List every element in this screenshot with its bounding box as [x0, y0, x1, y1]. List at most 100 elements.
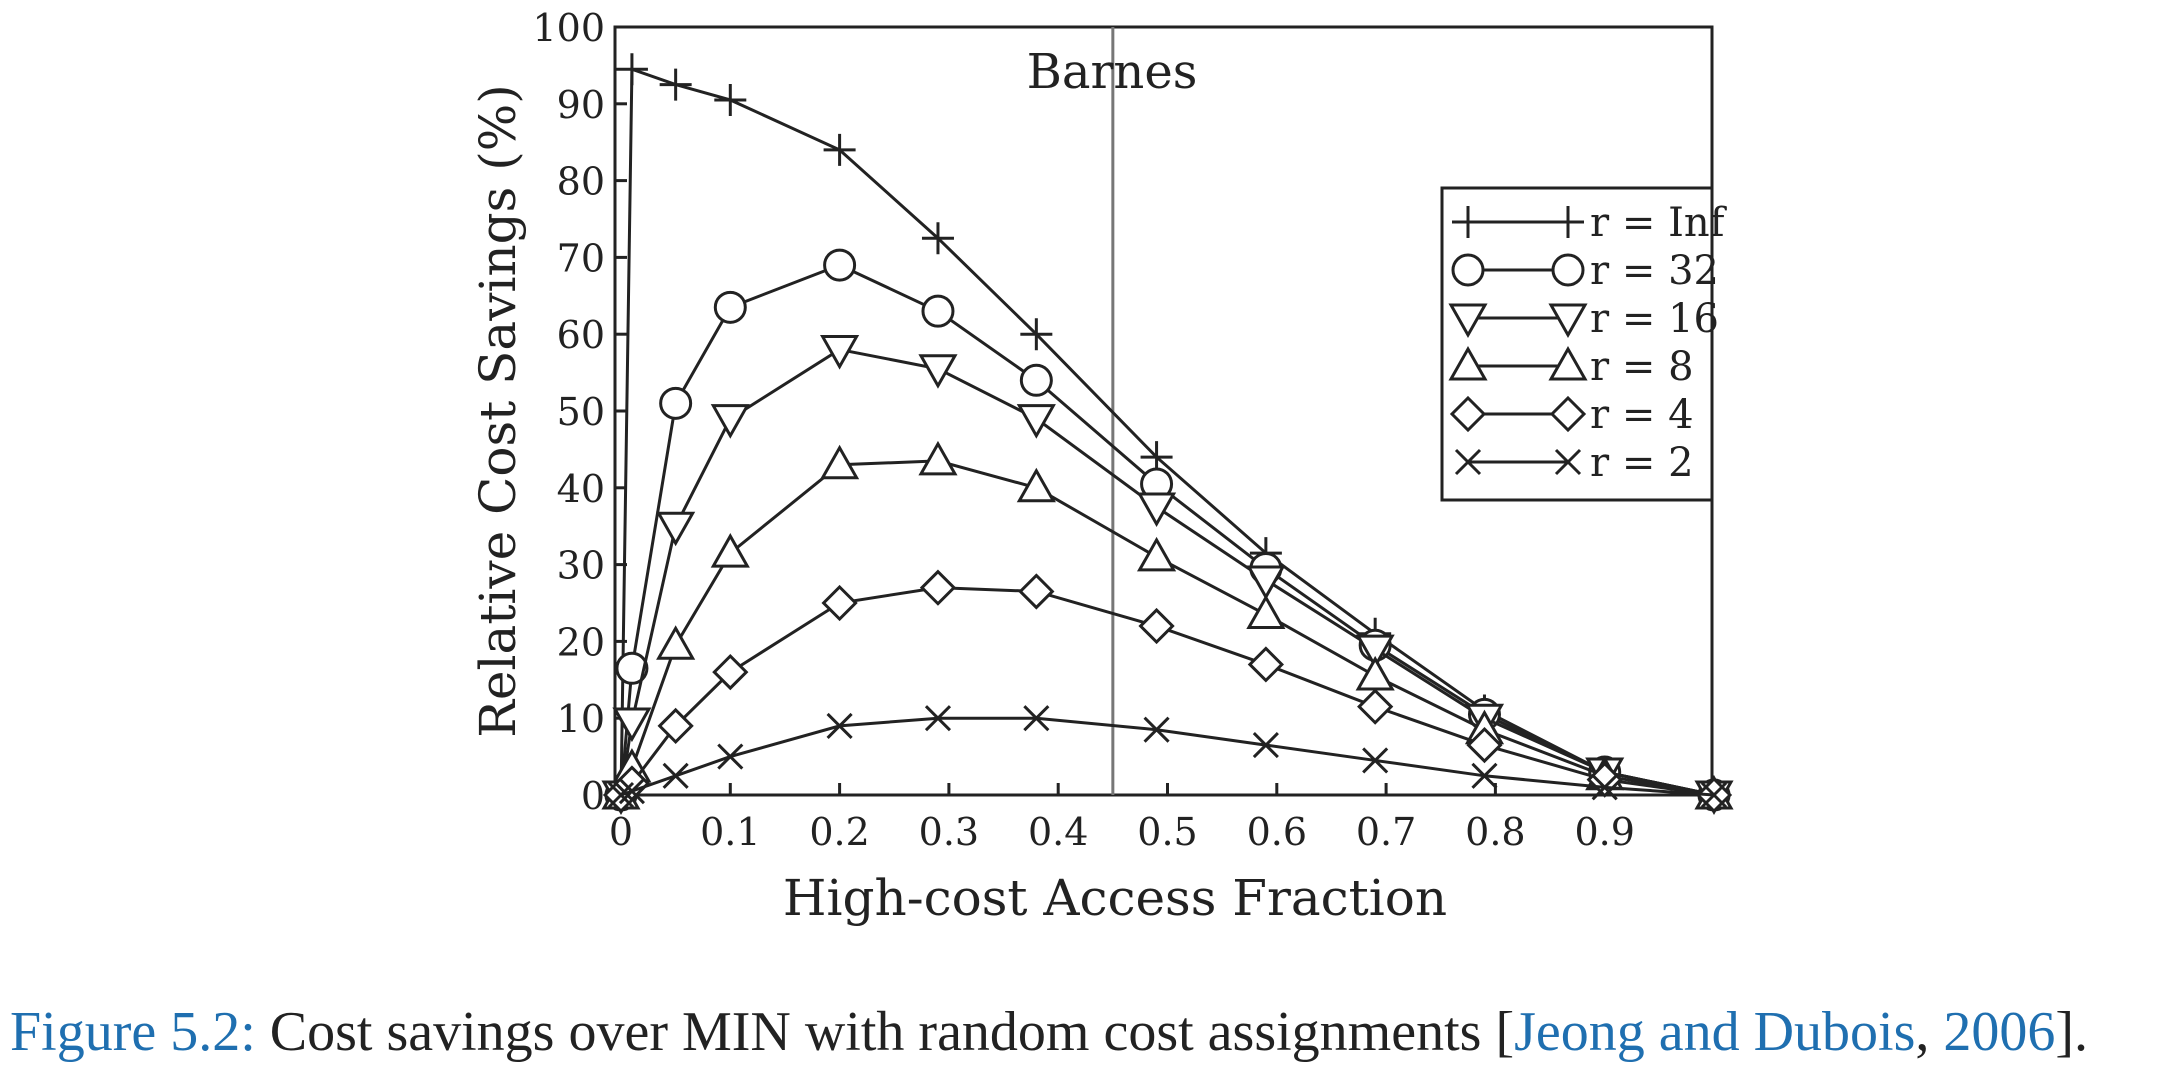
- x-axis-label: High-cost Access Fraction: [783, 869, 1447, 927]
- legend-marker: [1548, 345, 1588, 381]
- y-axis-label: Relative Cost Savings (%): [469, 84, 527, 737]
- caption-citation[interactable]: Jeong and Dubois: [1514, 1001, 1916, 1063]
- caption-end: ].: [2055, 1001, 2089, 1063]
- data-point: [1016, 404, 1056, 439]
- data-point: [921, 294, 955, 328]
- series-diamond: [602, 569, 1733, 814]
- data-point: [826, 712, 853, 739]
- data-point: [921, 222, 954, 255]
- data-point: [1246, 565, 1286, 601]
- data-point: [924, 705, 952, 732]
- legend-marker: [1554, 448, 1582, 476]
- caption-separator: ,: [1915, 1001, 1944, 1063]
- data-point: [710, 404, 750, 439]
- data-point: [659, 386, 693, 420]
- y-tick-label: 10: [557, 697, 605, 741]
- series-layer: [601, 53, 1734, 816]
- data-point: [615, 53, 648, 86]
- data-point: [1252, 732, 1279, 759]
- legend-marker: [1552, 206, 1584, 238]
- legend-marker: [1548, 303, 1588, 339]
- series-cross: [607, 705, 1728, 809]
- legend-label: r = 2: [1590, 440, 1694, 486]
- y-tick-label: 20: [557, 620, 605, 664]
- data-point: [1355, 655, 1395, 691]
- y-tick-label: 70: [557, 236, 605, 280]
- chart-title: Barnes: [1027, 44, 1198, 100]
- data-point: [823, 248, 857, 282]
- legend-label: r = Inf: [1590, 200, 1728, 246]
- x-tick-label: 0.3: [919, 810, 979, 854]
- legend-label: r = 8: [1590, 344, 1694, 390]
- legend-marker: [1451, 253, 1485, 287]
- data-point: [1591, 774, 1618, 801]
- data-point: [657, 707, 694, 745]
- data-point: [1247, 646, 1284, 683]
- data-point: [656, 511, 696, 547]
- x-tick-label: 0.8: [1465, 810, 1525, 854]
- data-point: [656, 625, 696, 660]
- data-point: [717, 743, 744, 770]
- x-tick-label: 0.6: [1247, 810, 1307, 854]
- legend-marker: [1452, 206, 1484, 238]
- data-point: [1016, 467, 1056, 503]
- y-tick-label: 80: [557, 160, 605, 204]
- data-point: [823, 133, 856, 166]
- data-point: [618, 778, 645, 805]
- data-point: [919, 569, 957, 606]
- legend-entry: r = 2: [1454, 440, 1694, 486]
- x-tick-label: 0.5: [1137, 810, 1197, 854]
- data-point: [659, 68, 692, 101]
- x-tick-label: 0.2: [809, 810, 869, 854]
- legend-entry: r = Inf: [1452, 200, 1728, 246]
- legend-entry: r = 8: [1448, 344, 1694, 390]
- data-point: [714, 83, 747, 116]
- data-point: [1466, 726, 1503, 764]
- data-point: [1020, 318, 1053, 351]
- data-point: [918, 440, 958, 476]
- data-point: [1018, 573, 1055, 610]
- data-point: [1019, 363, 1053, 397]
- data-point: [1136, 492, 1177, 528]
- legend-marker: [1549, 395, 1587, 433]
- data-point: [1138, 607, 1175, 645]
- data-point: [615, 651, 649, 685]
- caption-year[interactable]: 2006: [1943, 1001, 2056, 1063]
- data-point: [820, 444, 860, 480]
- legend-entry: r = 16: [1448, 296, 1719, 342]
- y-tick-label: 60: [557, 313, 605, 357]
- legend-marker: [1551, 253, 1585, 287]
- x-tick-label: 0.9: [1574, 810, 1634, 854]
- data-point: [1143, 716, 1170, 743]
- legend-label: r = 4: [1590, 392, 1694, 438]
- data-point: [712, 653, 749, 691]
- x-tick-label: 0.7: [1356, 810, 1416, 854]
- y-tick-label: 50: [557, 390, 605, 434]
- data-point: [1700, 781, 1728, 809]
- legend-entry: r = 4: [1449, 392, 1694, 438]
- y-tick-label: 100: [532, 6, 605, 50]
- data-point: [1471, 762, 1498, 789]
- data-point: [821, 584, 858, 622]
- x-axis-ticks: 0 0.1 0.2 0.3 0.4 0.5 0.6 0.7 0.8 0.9: [609, 783, 1635, 854]
- x-tick-label: 0: [609, 810, 633, 854]
- data-point: [918, 354, 958, 389]
- caption-label: Figure 5.2:: [10, 1001, 256, 1063]
- legend-marker: [1454, 448, 1482, 476]
- legend-box: [1440, 186, 1714, 502]
- data-point: [1355, 634, 1395, 670]
- y-tick-label: 90: [557, 83, 605, 127]
- x-tick-label: 0.4: [1028, 810, 1088, 854]
- figure-caption: Figure 5.2: Cost savings over MIN with r…: [10, 1000, 2175, 1064]
- data-point: [1362, 747, 1389, 774]
- data-point: [820, 335, 860, 370]
- series-line: [619, 586, 1715, 797]
- legend-label: r = 32: [1590, 248, 1719, 294]
- y-tick-label: 30: [557, 544, 605, 588]
- data-point: [662, 762, 689, 789]
- data-point: [710, 533, 750, 568]
- data-point: [1357, 688, 1394, 725]
- y-tick-label: 40: [557, 467, 605, 511]
